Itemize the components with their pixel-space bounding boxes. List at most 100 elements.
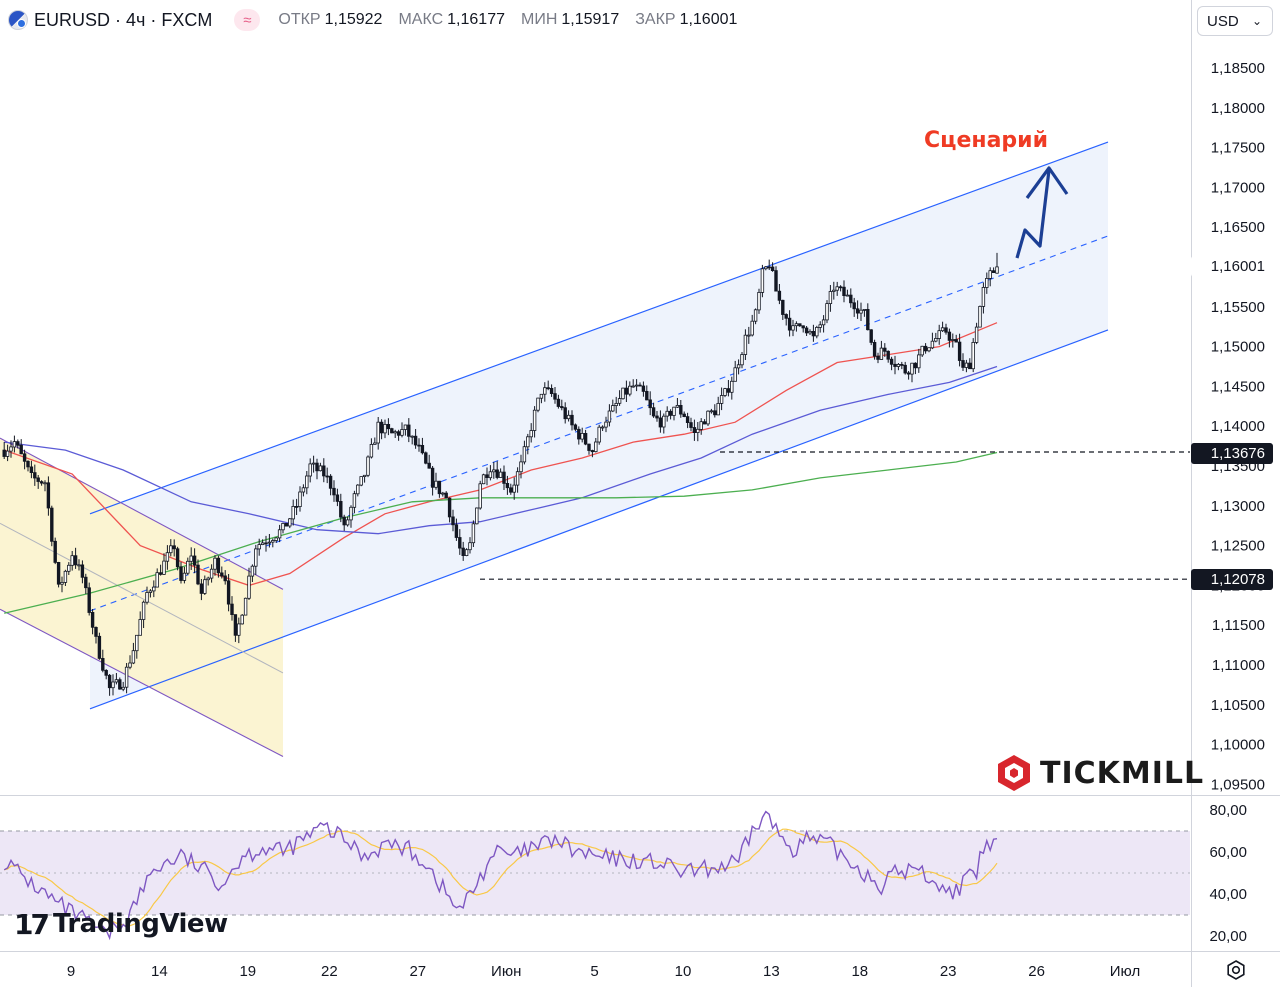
candle — [757, 288, 761, 314]
candle — [845, 289, 850, 297]
candle-body — [597, 426, 601, 443]
candle — [675, 398, 680, 408]
candle — [682, 411, 686, 418]
gear-icon[interactable] — [1224, 958, 1248, 982]
candle — [604, 416, 608, 433]
candle — [206, 576, 210, 586]
high-label: МАКС — [398, 11, 444, 28]
low-value: 1,15917 — [561, 11, 620, 28]
moving-average-3 — [4, 451, 998, 614]
candle-body — [87, 587, 91, 613]
candle — [954, 334, 958, 343]
candle — [716, 396, 720, 416]
candle-body — [257, 544, 261, 550]
candle-body — [662, 415, 666, 428]
candle-body — [63, 570, 68, 583]
candle — [927, 347, 931, 353]
candle — [617, 390, 622, 406]
candle-body — [301, 487, 306, 493]
moving-average-2 — [4, 365, 998, 535]
candle — [131, 642, 136, 665]
candle-body — [413, 435, 418, 446]
candle — [896, 363, 901, 371]
candle — [230, 596, 234, 621]
candle — [985, 272, 989, 294]
candle-body — [291, 505, 295, 520]
candle — [553, 387, 557, 404]
candle-body — [934, 337, 938, 342]
candle-body — [141, 601, 146, 620]
candle — [519, 454, 523, 479]
rsi-signal-line — [4, 828, 998, 927]
candle-body — [203, 579, 207, 594]
candle — [175, 546, 180, 571]
candle — [257, 538, 261, 556]
candle-body — [254, 548, 258, 567]
candle — [913, 362, 918, 375]
candle-body — [379, 421, 384, 434]
wave-icon[interactable]: ≈ — [234, 9, 261, 31]
candle-body — [539, 393, 544, 399]
candle — [400, 422, 404, 438]
down-channel-median — [0, 522, 284, 674]
candle-body — [645, 390, 649, 401]
candle — [842, 280, 846, 303]
candle-body — [543, 387, 547, 395]
candle — [464, 548, 469, 557]
candle — [376, 417, 380, 450]
candle-body — [158, 572, 163, 575]
candle — [46, 476, 51, 516]
candle-body — [135, 634, 139, 652]
candle — [413, 429, 418, 449]
candle-body — [940, 327, 945, 332]
candle — [158, 564, 163, 576]
candle — [447, 497, 452, 523]
candle — [471, 520, 476, 547]
candle — [961, 353, 965, 371]
rsi-line — [3, 810, 998, 941]
currency-select[interactable]: USD ⌄ — [1197, 6, 1273, 36]
candle-body — [777, 290, 782, 301]
candle — [298, 486, 302, 512]
candle — [172, 539, 176, 557]
price-axis[interactable] — [1191, 0, 1280, 987]
candle-body — [757, 291, 761, 311]
candle — [679, 400, 683, 418]
candle-body — [311, 462, 316, 465]
candle — [67, 562, 71, 575]
price-pane — [0, 141, 1190, 758]
candle-body — [29, 466, 34, 473]
candle-body — [910, 362, 914, 375]
candle-body — [152, 586, 156, 592]
candle — [111, 674, 115, 696]
symbol-title[interactable]: EURUSD · 4ч · FXCM — [34, 9, 213, 30]
candle-body — [991, 270, 996, 274]
candle — [305, 471, 309, 495]
candle — [883, 343, 887, 357]
candle-body — [420, 444, 425, 454]
candle — [600, 425, 605, 431]
candle — [77, 559, 81, 571]
candle-body — [56, 562, 61, 585]
candle — [427, 454, 431, 469]
open-label: ОТКР — [278, 11, 321, 28]
candle — [855, 300, 860, 319]
candle-body — [247, 575, 251, 599]
candle-body — [169, 545, 173, 554]
candle-body — [594, 441, 598, 453]
candle-body — [529, 430, 533, 438]
tradingview-wordmark: TradingView — [52, 909, 228, 939]
candle-body — [648, 399, 652, 409]
candle — [43, 480, 47, 492]
candle — [957, 333, 962, 367]
candle — [631, 379, 635, 388]
candle-body — [277, 529, 282, 539]
candle-body — [424, 452, 428, 464]
candle — [80, 560, 85, 584]
candle — [818, 321, 822, 333]
candle — [787, 310, 792, 337]
candle-body — [281, 523, 285, 531]
candle-body — [131, 650, 136, 664]
candle — [478, 480, 482, 510]
